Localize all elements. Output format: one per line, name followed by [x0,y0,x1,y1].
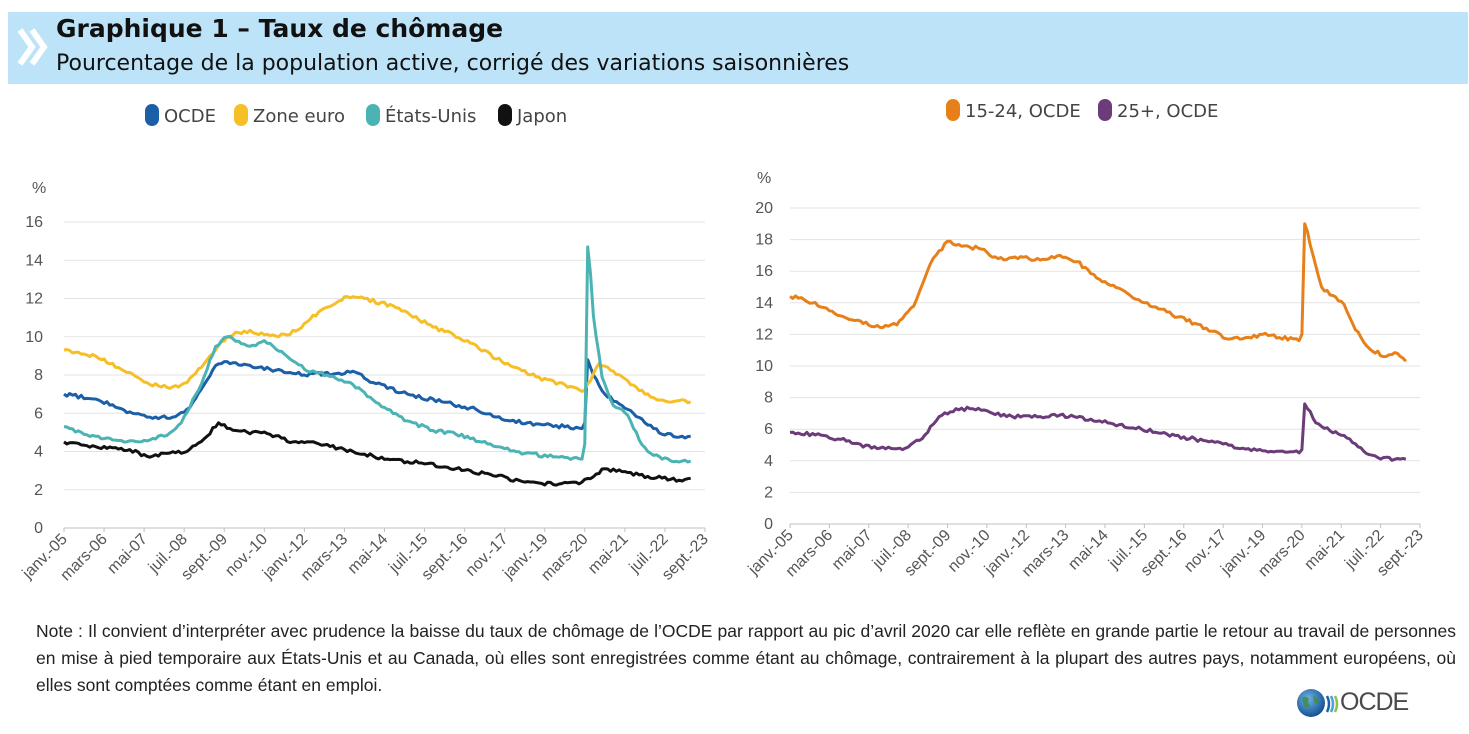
legend-swatch [234,104,248,126]
legend-label: États-Unis [385,105,476,127]
chart-header: Graphique 1 – Taux de chômage Pourcentag… [8,12,1468,84]
y-tick-label: 10 [25,329,43,346]
legend-swatch [498,104,512,126]
y-unit-label: % [757,170,771,187]
y-tick-label: 8 [764,390,773,407]
oecd-bars-icon [1326,695,1339,713]
y-tick-label: 4 [764,453,773,470]
series-line [63,421,691,487]
series-line [63,295,692,405]
y-unit-label: % [32,180,46,197]
y-tick-label: 12 [755,326,773,343]
y-tick-label: 12 [25,291,43,308]
y-tick-label: 16 [755,263,773,280]
y-tick-label: 18 [755,232,773,249]
footnote: Note : Il convient d’interpréter avec pr… [36,621,1456,695]
x-tick-label: mai-07 [104,531,151,578]
series-line [789,222,1408,363]
x-tick-label: mai-14 [1065,527,1112,574]
y-tick-label: 14 [25,252,43,269]
legend-label: 25+, OCDE [1117,101,1218,122]
y-tick-label: 0 [34,520,43,537]
legend-swatch [1098,99,1112,121]
legend-label: Zone euro [253,106,345,127]
oecd-logo: OCDE [1296,686,1416,720]
y-tick-label: 14 [755,295,773,312]
series-line [63,245,692,464]
page-title: Graphique 1 – Taux de chômage [56,14,504,43]
y-tick-label: 6 [764,421,773,438]
x-tick-label: mai-07 [829,527,876,574]
y-tick-label: 4 [34,444,43,461]
y-tick-label: 2 [764,484,773,501]
series-line [63,358,691,440]
legend-label: OCDE [164,106,216,127]
globe-icon [1297,689,1325,717]
y-tick-label: 8 [34,367,43,384]
chevron-right-icon [17,28,48,66]
y-tick-label: 6 [34,405,43,422]
legend-swatch [366,104,380,126]
legend-label: Japon [516,106,567,127]
oecd-logo-text: OCDE [1340,688,1409,716]
y-tick-label: 20 [755,200,773,217]
series-line [789,402,1407,462]
legend-swatch [946,99,960,121]
x-tick-label: mai-21 [1301,527,1348,574]
y-tick-label: 16 [25,214,43,231]
y-tick-label: 10 [755,358,773,375]
x-tick-label: mai-21 [585,531,632,578]
y-tick-label: 0 [764,516,773,533]
page-subtitle: Pourcentage de la population active, cor… [56,51,850,76]
x-tick-label: mai-14 [345,531,392,578]
legend-label: 15-24, OCDE [965,101,1081,122]
legend-swatch [145,104,159,126]
y-tick-label: 2 [34,482,43,499]
charts-area: 0246810121416%janv.-05mars-06mai-07juil.… [19,99,1427,584]
